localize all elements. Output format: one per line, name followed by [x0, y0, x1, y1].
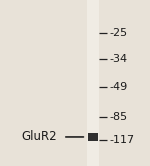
Text: -34: -34 — [110, 54, 128, 64]
Text: -117: -117 — [110, 135, 135, 145]
Bar — [87, 0, 99, 166]
Text: -85: -85 — [110, 112, 128, 122]
Bar — [88, 133, 98, 141]
Text: GluR2: GluR2 — [21, 130, 57, 143]
Text: -49: -49 — [110, 82, 128, 92]
Text: -25: -25 — [110, 28, 128, 38]
